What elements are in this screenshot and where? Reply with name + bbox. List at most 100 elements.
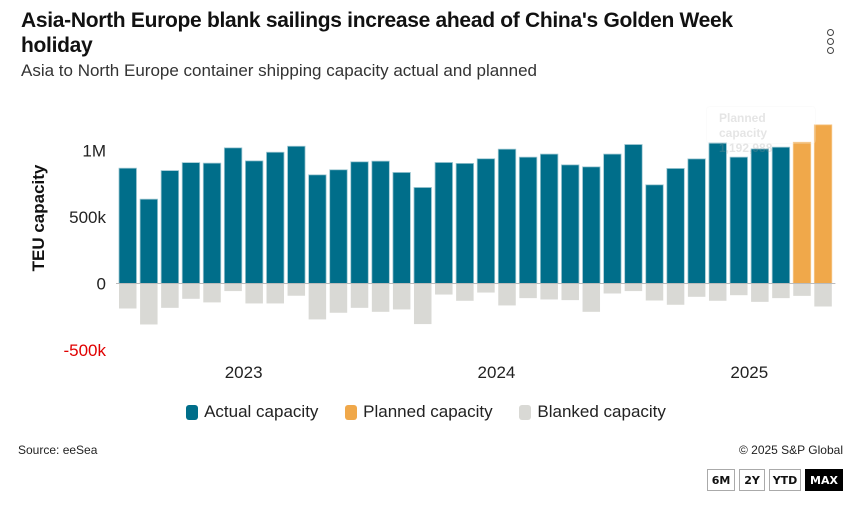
capacity-bars: [118, 124, 833, 284]
actual-bar[interactable]: [287, 145, 306, 284]
tooltip-label: Planned capacity: [719, 111, 768, 140]
blanked-bar[interactable]: [182, 283, 200, 299]
blanked-bar[interactable]: [435, 283, 453, 295]
actual-bar[interactable]: [202, 162, 222, 284]
actual-bar[interactable]: [118, 167, 137, 284]
blanked-bar[interactable]: [140, 283, 158, 325]
legend-label: Actual capacity: [204, 402, 319, 421]
blanked-bar[interactable]: [540, 283, 558, 300]
actual-bar[interactable]: [350, 161, 369, 284]
legend-item-blanked[interactable]: Blanked capacity: [519, 402, 666, 422]
y-tick-label: 0: [97, 275, 106, 294]
legend: Actual capacity Planned capacity Blanked…: [0, 402, 852, 425]
x-tick-label: 2025: [730, 363, 768, 382]
blanked-bar[interactable]: [203, 283, 221, 303]
blanked-bar[interactable]: [793, 283, 811, 296]
range-selector: 6M 2Y YTD MAX: [707, 469, 843, 491]
actual-bar[interactable]: [308, 174, 327, 284]
blanked-bar[interactable]: [224, 283, 242, 292]
actual-bar[interactable]: [624, 144, 643, 284]
actual-bar[interactable]: [518, 156, 538, 284]
blanked-bar[interactable]: [772, 283, 790, 299]
menu-dot: [826, 38, 834, 45]
actual-bar[interactable]: [413, 187, 432, 284]
actual-bar[interactable]: [266, 151, 285, 284]
actual-bar[interactable]: [371, 160, 390, 284]
blanked-bar[interactable]: [287, 283, 306, 296]
y-tick-label: 500k: [69, 208, 106, 227]
blanked-bars: [119, 283, 832, 325]
y-tick-label: -500k: [63, 341, 106, 360]
kebab-menu-icon[interactable]: [824, 29, 836, 57]
legend-swatch-planned: [345, 404, 358, 420]
tooltip-value: 1,192,988: [719, 141, 773, 155]
blanked-bar[interactable]: [308, 283, 327, 320]
blanked-bar[interactable]: [456, 283, 474, 301]
actual-bar[interactable]: [603, 153, 622, 284]
legend-item-actual[interactable]: Actual capacity: [186, 402, 318, 422]
blanked-bar[interactable]: [350, 283, 369, 308]
actual-bar[interactable]: [687, 158, 706, 284]
actual-bar[interactable]: [645, 184, 664, 284]
blanked-bar[interactable]: [392, 283, 411, 310]
legend-swatch-blanked: [519, 404, 532, 420]
actual-bar[interactable]: [329, 169, 348, 284]
menu-dot: [826, 29, 834, 36]
blanked-bar[interactable]: [329, 283, 348, 313]
blanked-bar[interactable]: [603, 283, 622, 294]
blanked-bar[interactable]: [645, 283, 664, 301]
actual-bar[interactable]: [771, 146, 791, 284]
actual-bar[interactable]: [666, 168, 685, 284]
blanked-bar[interactable]: [413, 283, 432, 325]
blanked-bar[interactable]: [666, 283, 685, 305]
menu-dot: [826, 47, 834, 54]
planned-bar[interactable]: [813, 124, 833, 284]
actual-bar[interactable]: [708, 142, 727, 284]
actual-bar[interactable]: [160, 170, 180, 284]
actual-bar[interactable]: [582, 166, 601, 284]
blanked-bar[interactable]: [245, 283, 263, 304]
blanked-bar[interactable]: [119, 283, 137, 309]
actual-bar[interactable]: [455, 163, 475, 284]
blanked-bar[interactable]: [582, 283, 601, 312]
blanked-bar[interactable]: [687, 283, 706, 297]
blanked-bar[interactable]: [561, 283, 579, 301]
legend-item-planned[interactable]: Planned capacity: [345, 402, 493, 422]
source-note: Source: eeSea: [18, 443, 98, 457]
x-tick-label: 2023: [225, 363, 263, 382]
actual-bar[interactable]: [181, 162, 201, 284]
actual-bar[interactable]: [139, 198, 158, 284]
planned-bar[interactable]: [792, 141, 812, 284]
range-button-max[interactable]: MAX: [805, 469, 843, 491]
blanked-bar[interactable]: [266, 283, 284, 304]
actual-bar[interactable]: [392, 172, 411, 284]
range-button-ytd[interactable]: YTD: [769, 469, 801, 491]
blanked-bar[interactable]: [519, 283, 537, 299]
blanked-bar[interactable]: [624, 283, 643, 292]
actual-bar[interactable]: [497, 148, 517, 284]
blanked-bar[interactable]: [371, 283, 390, 312]
actual-bar[interactable]: [245, 160, 264, 284]
actual-bar[interactable]: [540, 153, 559, 284]
blanked-bar[interactable]: [730, 283, 748, 296]
actual-bar[interactable]: [223, 147, 243, 284]
actual-bar[interactable]: [750, 148, 769, 284]
range-button-2y[interactable]: 2Y: [739, 469, 765, 491]
actual-bar[interactable]: [561, 164, 580, 284]
blanked-bar[interactable]: [814, 283, 832, 307]
blanked-bar[interactable]: [708, 283, 727, 301]
actual-bar[interactable]: [434, 162, 453, 284]
y-axis-ticks: 1M 500k 0 -500k: [63, 142, 106, 361]
tooltip: Planned capacity 1,192,988: [706, 106, 816, 155]
blanked-bar[interactable]: [498, 283, 516, 306]
y-tick-label: 1M: [82, 142, 106, 161]
copyright: © 2025 S&P Global: [738, 443, 843, 457]
blanked-bar[interactable]: [751, 283, 769, 302]
actual-bar[interactable]: [476, 158, 496, 284]
blanked-bar[interactable]: [161, 283, 179, 308]
x-tick-label: 2024: [478, 363, 516, 382]
blanked-bar[interactable]: [477, 283, 495, 293]
y-axis-title: TEU capacity: [29, 164, 48, 271]
actual-bar[interactable]: [729, 156, 748, 284]
range-button-6m[interactable]: 6M: [707, 469, 735, 491]
